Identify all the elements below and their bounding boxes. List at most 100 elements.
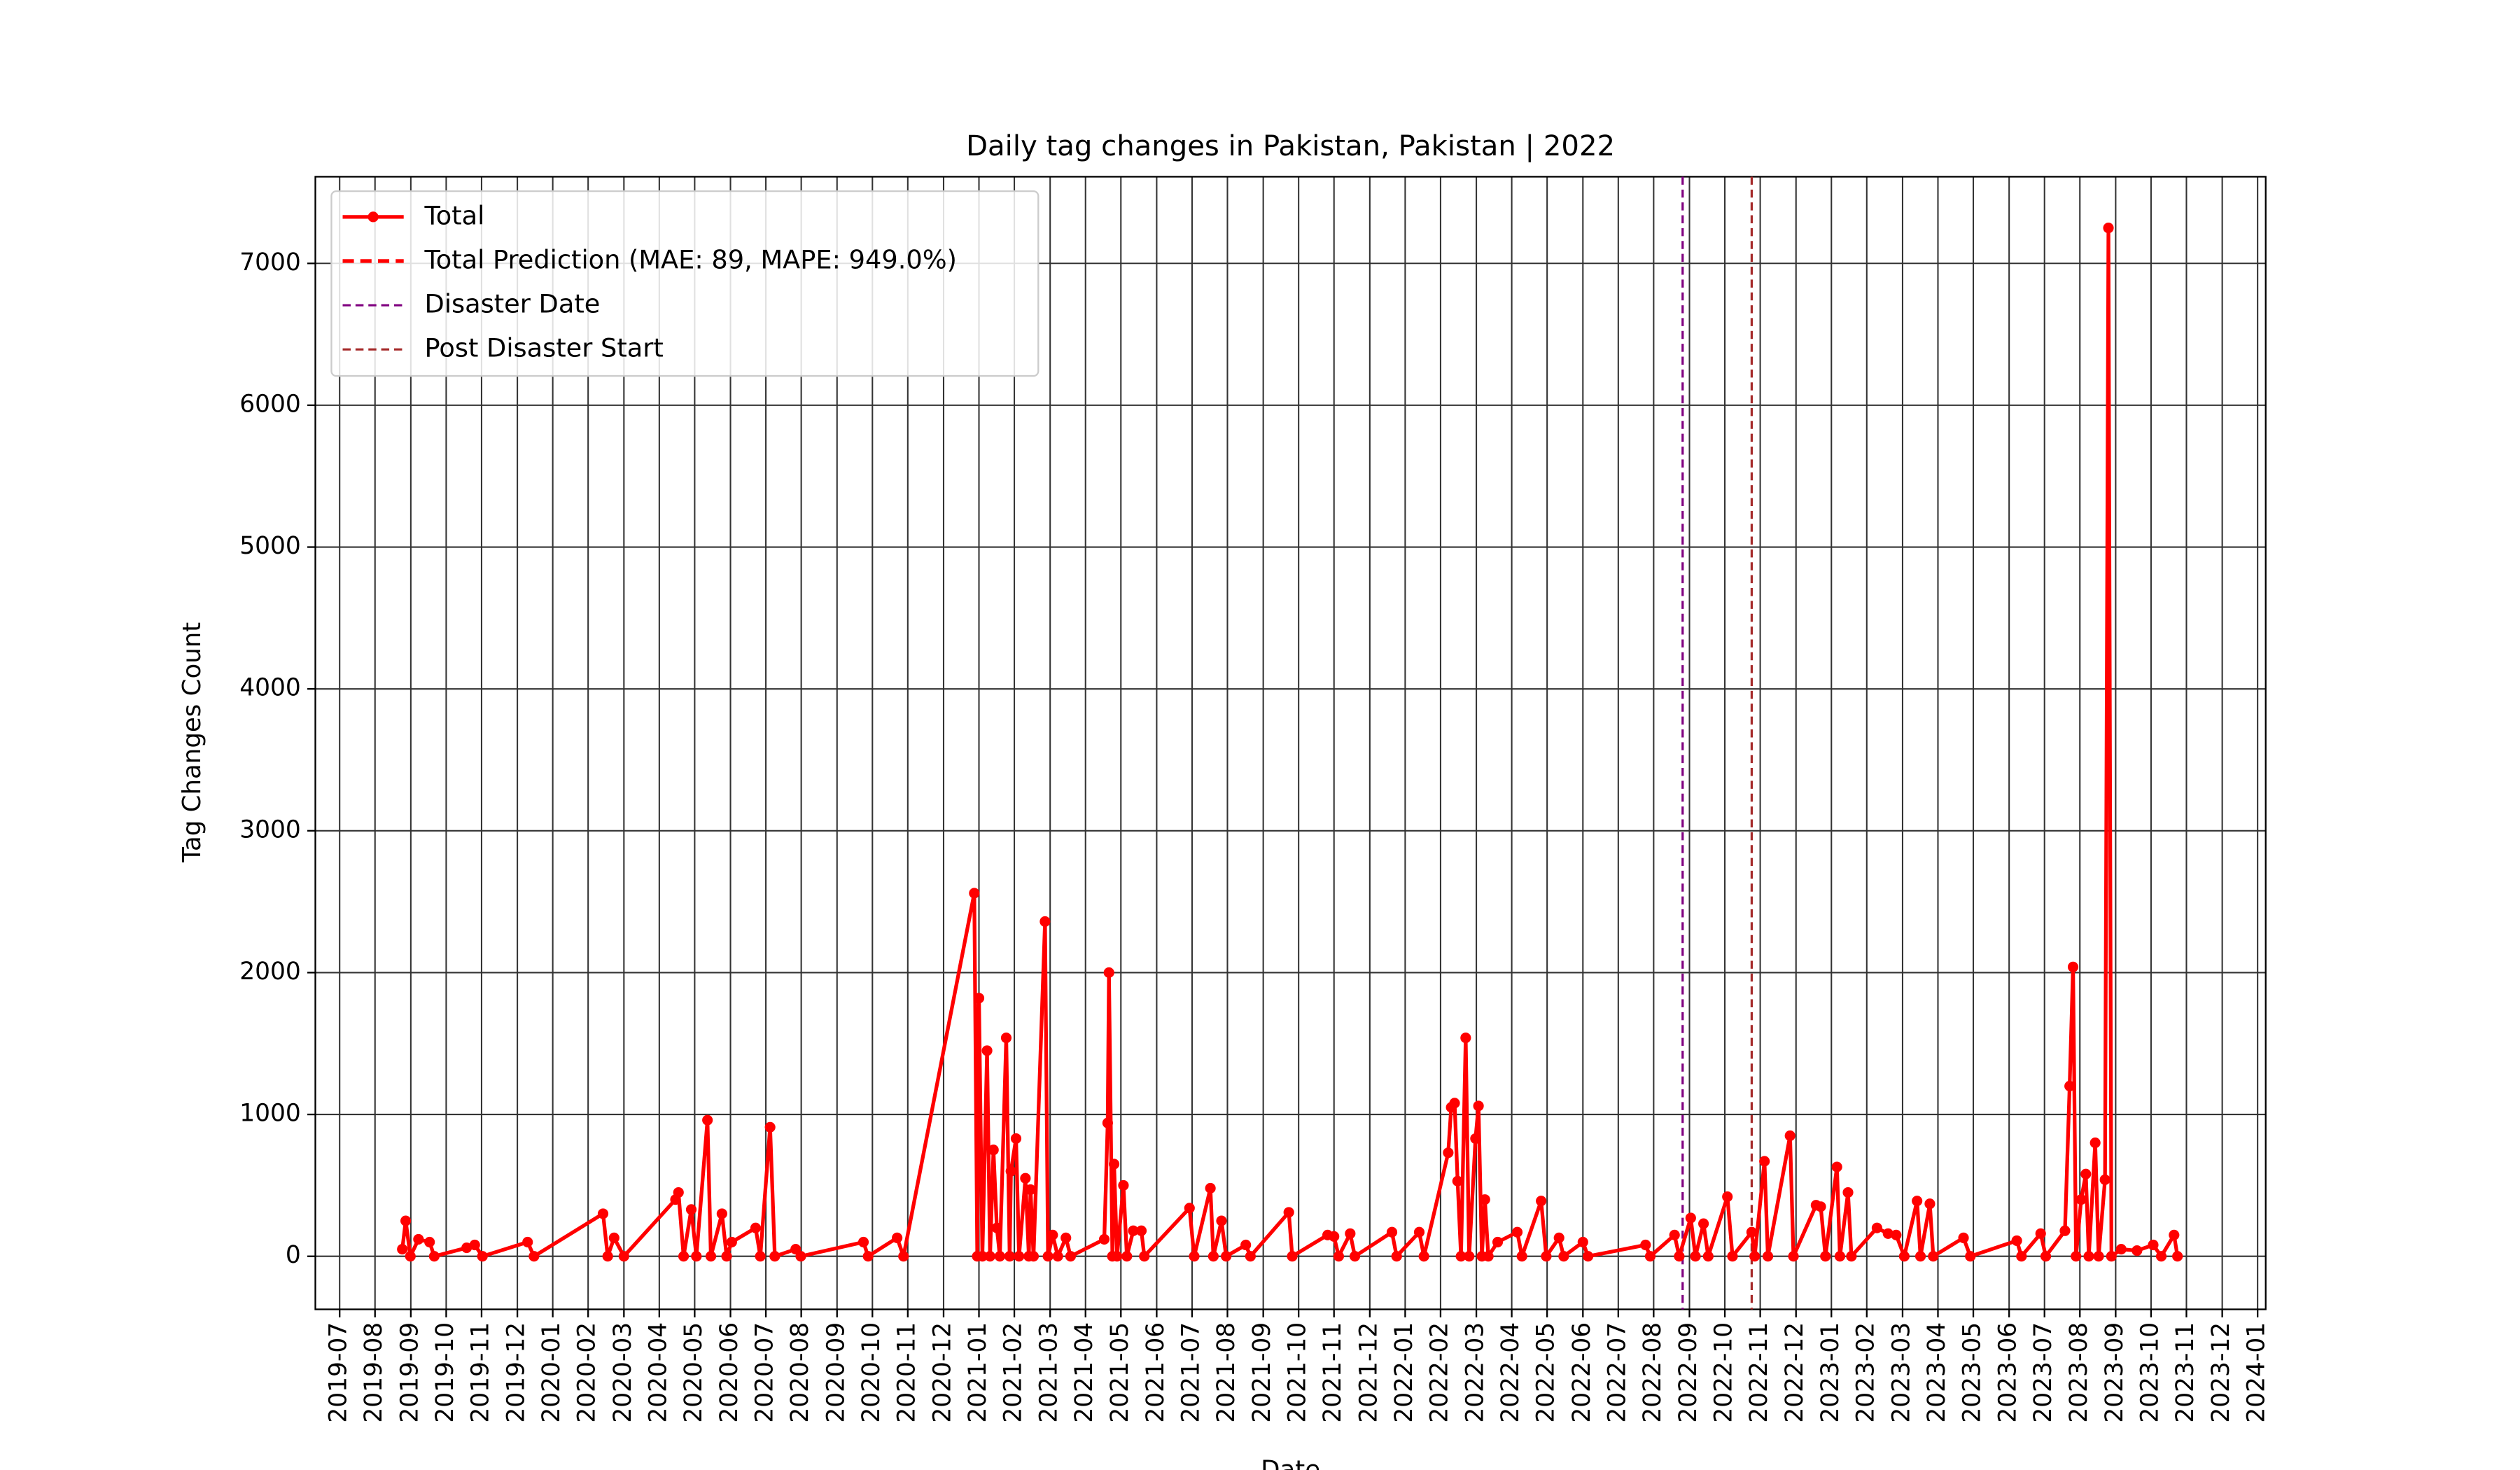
data-point [400,1215,412,1226]
data-point [1449,1098,1460,1109]
data-point [716,1208,727,1219]
data-point [1455,1251,1466,1262]
data-point [1065,1251,1076,1262]
data-point [1184,1203,1195,1214]
data-point [1898,1251,1910,1262]
x-tick-label: 2023-04 [1923,1322,1951,1423]
data-point [2099,1174,2110,1185]
data-point [1052,1251,1063,1262]
data-point [1762,1251,1774,1262]
data-point [678,1251,690,1262]
data-point [1216,1215,1227,1226]
data-point [1479,1194,1490,1205]
data-point [1470,1133,1481,1144]
x-tick-label: 2021-05 [1106,1322,1134,1423]
data-point [1345,1228,1356,1239]
x-tick-label: 2021-06 [1142,1322,1170,1423]
data-point [1788,1251,1799,1262]
x-tick-label: 2020-01 [538,1322,566,1423]
data-point [1060,1232,1072,1243]
x-tick-label: 2022-02 [1425,1322,1453,1423]
data-point [2067,961,2079,972]
x-tick-label: 2022-04 [1497,1322,1525,1423]
x-tick-label: 2023-10 [2136,1322,2164,1423]
data-point [976,1251,988,1262]
x-tick-label: 2020-08 [786,1322,814,1423]
x-tick-label: 2024-01 [2243,1322,2271,1423]
data-point [2106,1251,2117,1262]
x-tick-label: 2020-06 [715,1322,743,1423]
data-point [477,1251,488,1262]
x-tick-label: 2020-09 [822,1322,850,1423]
x-tick-label: 2021-02 [1000,1322,1028,1423]
x-tick-label: 2021-07 [1177,1322,1205,1423]
data-point [673,1186,684,1198]
data-point [988,1144,999,1156]
x-tick-label: 2021-04 [1070,1322,1098,1423]
data-point [1028,1251,1040,1262]
x-tick-label: 2020-03 [609,1322,637,1423]
x-tick-label: 2022-05 [1532,1322,1560,1423]
data-point [608,1232,620,1243]
data-point [1511,1226,1523,1238]
y-tick-label: 3000 [239,816,301,844]
data-point [469,1239,480,1251]
legend-box [330,190,1040,377]
data-point [1443,1147,1454,1158]
data-point [1483,1251,1494,1262]
data-point [1820,1251,1831,1262]
data-point [2016,1251,2027,1262]
data-point [1924,1198,1935,1210]
data-point [2090,1138,2101,1149]
data-point [1553,1232,1564,1243]
data-point [597,1208,609,1219]
data-point [2064,1080,2076,1092]
data-point [1464,1251,1475,1262]
x-tick-label: 2021-08 [1212,1322,1240,1423]
y-tick-label: 2000 [239,958,301,986]
data-point [750,1222,762,1233]
data-point [1010,1133,1022,1144]
data-point [461,1242,472,1254]
data-point [705,1251,717,1262]
x-tick-label: 2023-06 [1994,1322,2022,1423]
data-point [2103,223,2114,234]
x-tick-label: 2021-11 [1319,1322,1347,1423]
data-point [1135,1225,1147,1236]
x-tick-label: 2023-02 [1851,1322,1879,1423]
data-point [892,1232,903,1243]
data-point [702,1114,713,1126]
data-point [1759,1156,1770,1167]
data-point [528,1251,540,1262]
data-point [1004,1251,1015,1262]
data-point [1669,1229,1680,1240]
legend-label: Total Prediction (MAE: 89, MAPE: 949.0%) [424,244,957,274]
x-tick-label: 2023-11 [2171,1322,2199,1423]
data-point [2071,1251,2082,1262]
x-tick-label: 2023-08 [2065,1322,2093,1423]
data-point [1025,1184,1036,1196]
x-tick-label: 2021-09 [1248,1322,1276,1423]
plot-frame [314,176,2267,1310]
data-point [1541,1251,1552,1262]
data-point [1727,1251,1738,1262]
data-point [2115,1244,2127,1255]
data-point [1391,1251,1402,1262]
x-axis-label: Date [1261,1455,1320,1470]
x-tick-label: 2023-05 [1959,1322,1987,1423]
data-point [1283,1207,1294,1218]
data-point [1102,1117,1113,1128]
x-tick-label: 2021-03 [1035,1322,1063,1423]
data-point [1690,1251,1701,1262]
data-point [685,1204,697,1215]
x-tick-label: 2019-10 [431,1322,459,1423]
legend-marker [368,211,379,223]
data-point [1891,1229,1902,1240]
data-point [1958,1232,1969,1243]
data-point [2093,1251,2104,1262]
data-point [1815,1201,1826,1212]
y-tick-label: 7000 [239,248,301,276]
data-point [1912,1196,1923,1207]
